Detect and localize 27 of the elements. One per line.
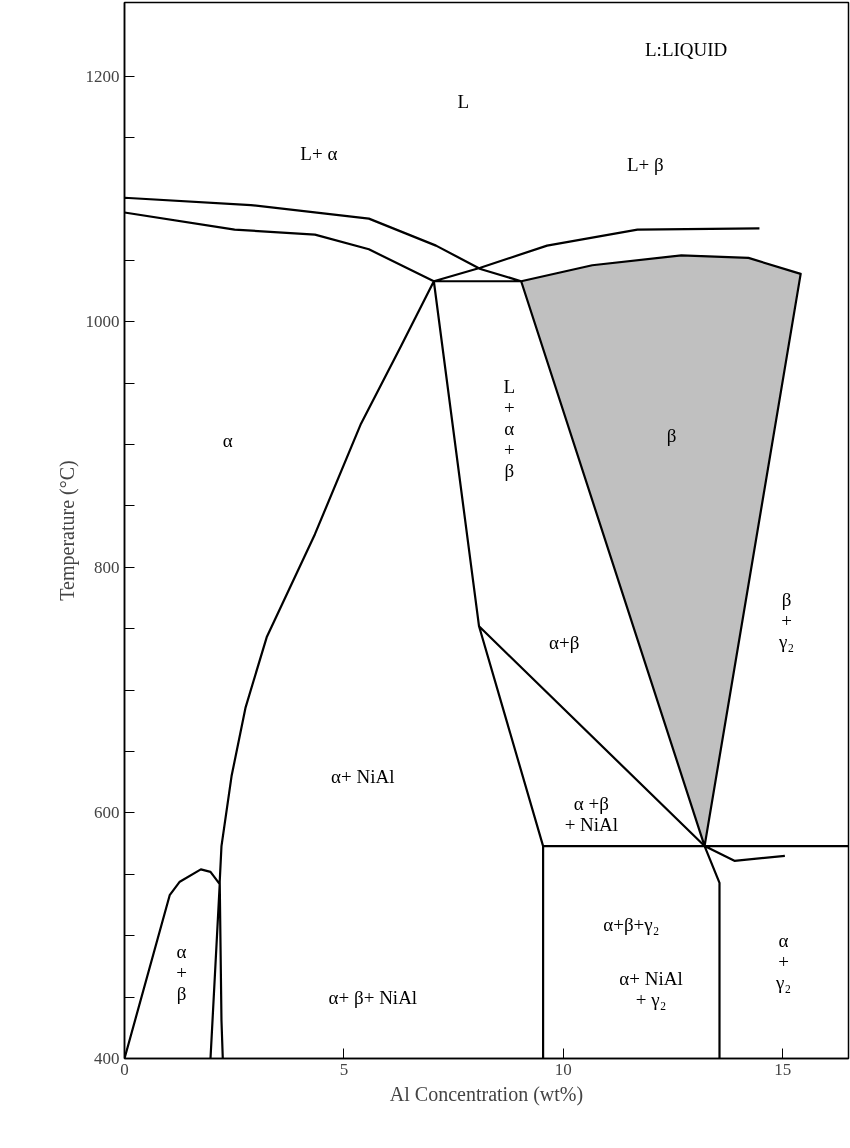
annotation: α +β + NiAl (564, 793, 619, 836)
annotation: α+β (549, 631, 580, 653)
annotation: α + β (176, 941, 187, 1005)
annotation: β (666, 425, 677, 447)
y-tick-label: 600 (94, 803, 120, 823)
annotation: α+β+γ₂ (603, 914, 660, 936)
annotation: α+ NiAl (331, 765, 395, 787)
x-tick-label: 15 (774, 1059, 792, 1079)
y-tick-label: 1200 (85, 66, 120, 86)
annotation: L (457, 91, 470, 113)
annotation: α+ β+ NiAl (328, 986, 418, 1008)
y-tick-label: 800 (94, 557, 120, 577)
annotation: α+ NiAl + γ₂ (619, 967, 683, 1010)
x-tick-label: 10 (554, 1059, 572, 1079)
y-tick-label: 400 (94, 1049, 120, 1068)
annotation: α (222, 430, 233, 452)
x-axis-title: Al Concentration (wt%) (389, 1082, 584, 1106)
x-tick-label: 5 (339, 1059, 349, 1079)
annotation: α + γ₂ (775, 930, 792, 993)
x-tick-label: 0 (120, 1059, 129, 1079)
y-tick-label: 1000 (85, 312, 120, 332)
annotation: β + γ₂ (778, 588, 795, 652)
annotation: L+ α (300, 143, 338, 165)
y-axis-title: Temperature (°C) (55, 460, 79, 601)
annotation: L+ β (626, 154, 664, 176)
annotation: L:LIQUID (644, 38, 728, 60)
annotation: L + α + β (503, 376, 516, 482)
